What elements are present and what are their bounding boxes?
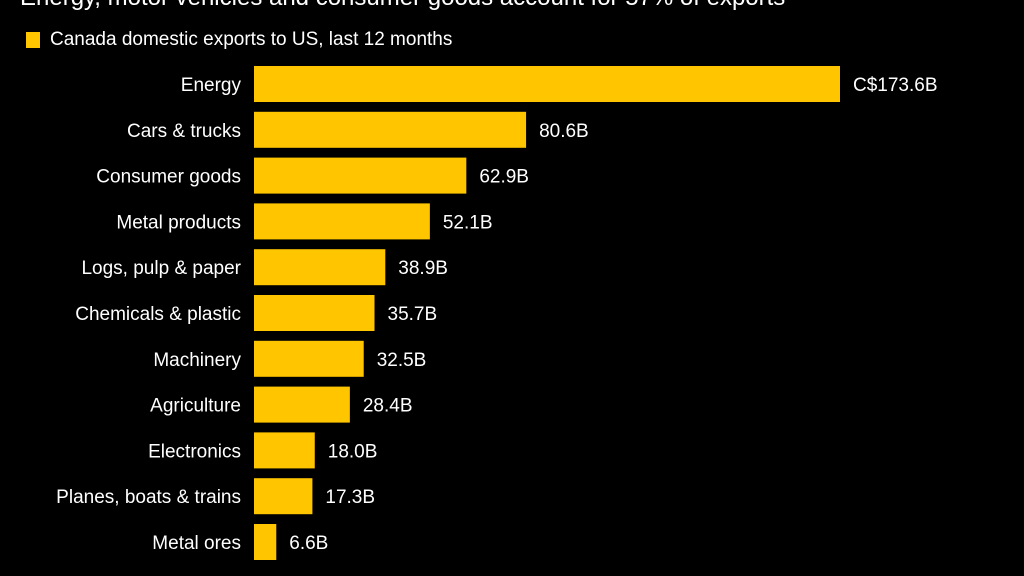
bar <box>254 203 430 240</box>
legend-swatch <box>26 32 40 48</box>
data-label: 35.7B <box>388 304 438 325</box>
bar <box>254 432 315 469</box>
category-label: Logs, pulp & paper <box>81 258 241 279</box>
legend: Canada domestic exports to US, last 12 m… <box>26 29 452 51</box>
category-label: Consumer goods <box>96 167 241 188</box>
data-label: 38.9B <box>398 258 448 279</box>
bar <box>254 478 313 515</box>
bar <box>254 295 375 331</box>
legend-label: Canada domestic exports to US, last 12 m… <box>50 29 453 50</box>
data-label: 6.6B <box>289 533 328 554</box>
data-label: 32.5B <box>377 350 427 371</box>
category-label: Planes, boats & trains <box>56 487 241 508</box>
bar <box>254 524 277 560</box>
chart-title: Energy, motor vehicles and consumer good… <box>20 0 785 12</box>
bar <box>254 111 527 148</box>
data-label: 52.1B <box>443 212 493 233</box>
data-label: 80.6B <box>539 121 589 142</box>
data-label: 18.0B <box>328 441 378 462</box>
bar <box>254 249 386 286</box>
category-label: Metal ores <box>152 533 241 554</box>
bar <box>254 66 840 102</box>
category-label: Cars & trucks <box>127 121 241 142</box>
category-label: Electronics <box>148 441 241 462</box>
bar <box>254 386 350 423</box>
data-label: 62.9B <box>479 167 529 188</box>
category-label: Metal products <box>116 212 241 233</box>
bar <box>254 340 364 377</box>
category-label: Chemicals & plastic <box>75 304 241 325</box>
bar <box>254 157 467 194</box>
category-label: Energy <box>181 75 242 96</box>
data-label: C$173.6B <box>853 75 938 96</box>
category-label: Machinery <box>153 350 241 371</box>
category-label: Agriculture <box>150 396 241 417</box>
data-label: 28.4B <box>363 396 413 417</box>
data-label: 17.3B <box>325 487 375 508</box>
